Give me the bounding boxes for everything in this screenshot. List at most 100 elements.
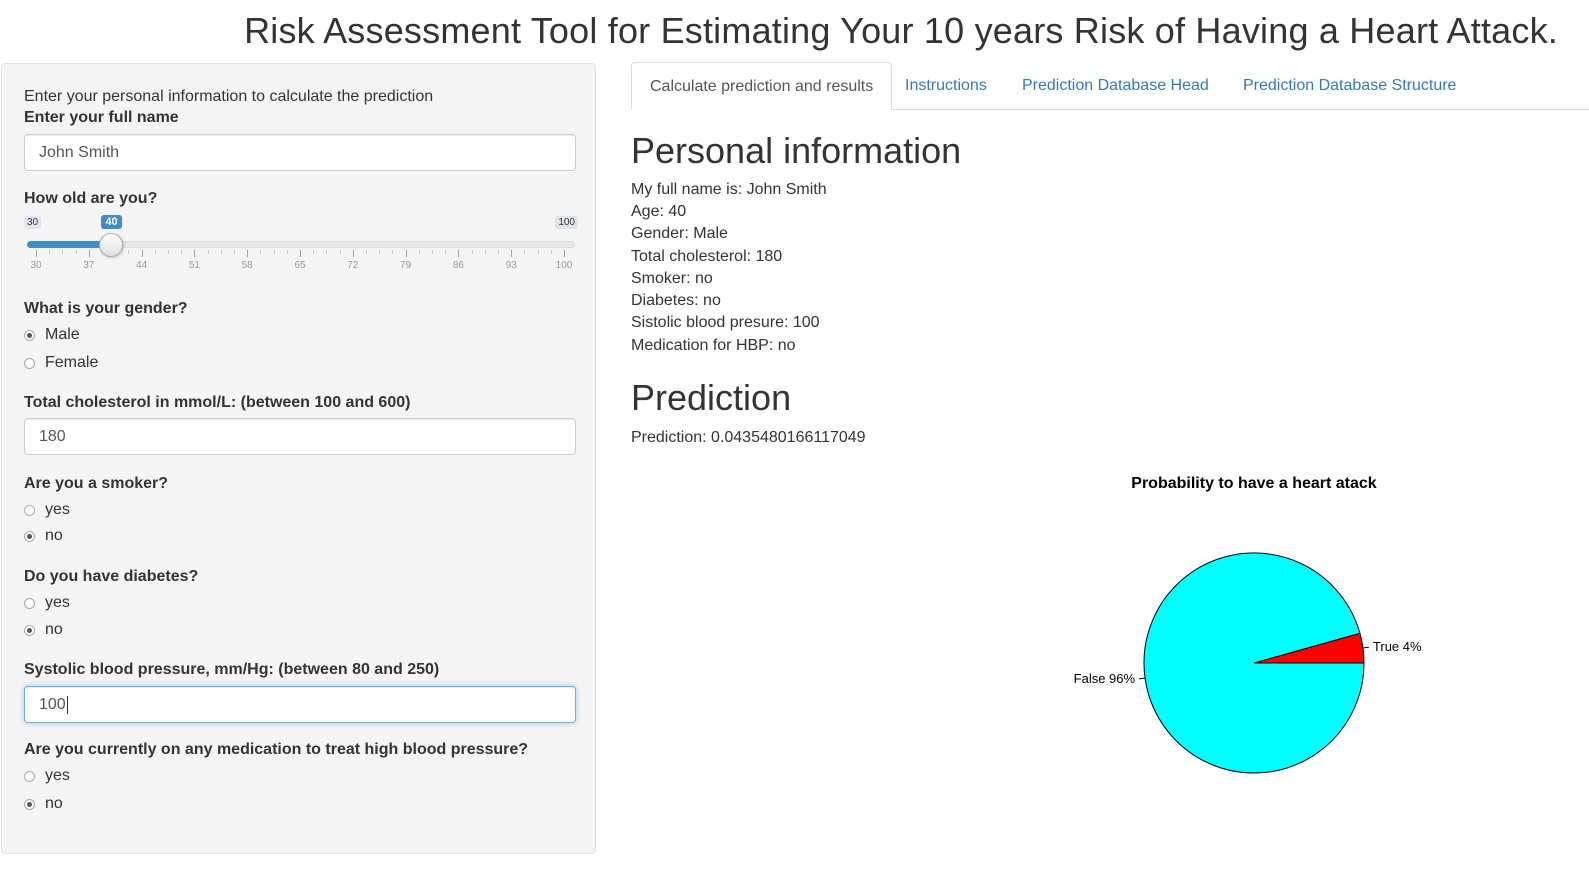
medication-option-no[interactable]: no — [24, 793, 63, 815]
slider-tick — [194, 250, 196, 257]
diabetes-option-no[interactable]: no — [24, 619, 63, 641]
medication-option-label: yes — [45, 767, 70, 784]
slider-tick-label: 93 — [505, 260, 517, 271]
radio-button[interactable] — [24, 597, 35, 609]
diabetes-label: Do you have diabetes? — [24, 568, 199, 585]
slider-tick — [405, 250, 407, 257]
slider-value-label: 40 — [101, 215, 122, 229]
pie-label-leader — [1362, 646, 1369, 649]
slider-tick-label: 79 — [400, 260, 412, 271]
diabetes-option-label: no — [45, 621, 63, 638]
gender-option-male[interactable]: Male — [24, 324, 80, 346]
slider-minor-tick — [75, 250, 77, 254]
slider-handle[interactable] — [99, 233, 124, 257]
slider-tick-label: 30 — [30, 260, 42, 271]
pie-label-leader — [1139, 677, 1146, 680]
age-label: How old are you? — [24, 190, 158, 207]
slider-minor-tick — [326, 250, 328, 254]
radio-button[interactable] — [24, 329, 35, 341]
blood-pressure-input-value: 100 — [39, 696, 66, 713]
slider-tick — [247, 250, 249, 257]
slider-minor-tick — [537, 250, 539, 254]
slider-tick — [511, 250, 513, 257]
smoker-option-label: yes — [45, 501, 70, 518]
text-caret — [66, 695, 68, 714]
gender-option-label: Female — [45, 354, 99, 371]
slider-minor-tick — [128, 250, 130, 254]
tab-instructions[interactable]: Instructions — [905, 77, 987, 94]
sidebar-intro: Enter your personal information to calcu… — [24, 88, 434, 105]
chart-title: Probability to have a heart atack — [1131, 475, 1377, 492]
slider-minor-tick — [445, 250, 447, 254]
pie-slice-label: True 4% — [1373, 639, 1422, 654]
name-label: Enter your full name — [24, 109, 179, 126]
radio-button[interactable] — [24, 770, 35, 782]
slider-minor-tick — [168, 250, 169, 254]
slider-minor-tick — [471, 250, 473, 254]
slider-minor-tick — [181, 250, 183, 254]
slider-tick — [564, 250, 565, 257]
diabetes-option-yes[interactable]: yes — [24, 592, 70, 614]
name-input-value: John Smith — [39, 144, 120, 161]
tab-database-head[interactable]: Prediction Database Head — [1022, 77, 1209, 94]
smoker-label: Are you a smoker? — [24, 475, 169, 492]
slider-minor-tick — [220, 250, 222, 254]
slider-tick-label: 65 — [294, 260, 306, 271]
info-line-cholesterol: Total cholesterol: 180 — [631, 248, 783, 265]
slider-minor-tick — [379, 250, 381, 254]
info-line-smoker: Smoker: no — [631, 270, 713, 287]
slider-minor-tick — [432, 250, 433, 254]
info-line-gender: Gender: Male — [631, 225, 728, 242]
slider-minor-tick — [286, 250, 288, 254]
medication-option-label: no — [45, 795, 63, 812]
slider-minor-tick — [550, 250, 552, 254]
slider-minor-tick — [313, 250, 315, 254]
gender-option-label: Male — [45, 326, 80, 343]
smoker-option-label: no — [45, 527, 63, 544]
info-line-diabetes: Diabetes: no — [631, 292, 721, 309]
gender-option-female[interactable]: Female — [24, 352, 98, 374]
cholesterol-label: Total cholesterol in mmol/L: (between 10… — [24, 394, 411, 411]
radio-button[interactable] — [24, 504, 35, 516]
slider-minor-tick — [62, 250, 64, 254]
slider-tick-label: 44 — [136, 260, 148, 271]
radio-button[interactable] — [24, 357, 35, 369]
smoker-option-no[interactable]: no — [24, 525, 63, 547]
name-input[interactable]: John Smith — [24, 134, 576, 171]
input-sidebar: Enter your personal information to calcu… — [1, 63, 596, 854]
smoker-option-yes[interactable]: yes — [24, 499, 70, 521]
tab-database-structure[interactable]: Prediction Database Structure — [1243, 77, 1457, 94]
medication-option-yes[interactable]: yes — [24, 765, 70, 787]
slider-tick — [300, 250, 301, 257]
cholesterol-input[interactable]: 180 — [24, 418, 576, 455]
medication-label: Are you currently on any medication to t… — [24, 741, 529, 758]
radio-button[interactable] — [24, 798, 35, 810]
prediction-value: Prediction: 0.0435480166117049 — [631, 429, 866, 446]
prediction-heading: Prediction — [631, 377, 792, 418]
slider-minor-tick — [273, 250, 275, 254]
pie-chart-svg: Probability to have a heart atack True 4%… — [1074, 475, 1422, 774]
info-line-blood-pressure: Sistolic blood presure: 100 — [631, 314, 820, 331]
slider-min-label: 30 — [24, 216, 42, 229]
slider-tick — [352, 250, 354, 257]
slider-minor-tick — [418, 250, 420, 254]
slider-minor-tick — [154, 250, 156, 254]
radio-button[interactable] — [24, 624, 35, 636]
slider-max-label: 100 — [555, 216, 578, 229]
slider-tick-label: 86 — [452, 260, 464, 271]
radio-button[interactable] — [24, 530, 35, 542]
cholesterol-input-value: 180 — [39, 428, 66, 445]
slider-tick — [36, 250, 37, 257]
slider-tick-label: 58 — [241, 260, 253, 271]
slider-minor-tick — [498, 250, 499, 254]
slider-tick — [458, 250, 460, 257]
slider-minor-tick — [339, 250, 341, 254]
slider-minor-tick — [207, 250, 209, 254]
age-slider[interactable]: 30 100 40 30 37 44 51 58 65 72 79 86 93 100 — [24, 214, 578, 284]
blood-pressure-input[interactable]: 100 — [24, 686, 576, 723]
app-title: Risk Assessment Tool for Estimating Your… — [244, 10, 1558, 51]
slider-minor-tick — [392, 250, 394, 254]
tab-calculate-prediction[interactable]: Calculate prediction and results — [631, 62, 893, 110]
slider-tick-label: 51 — [188, 260, 200, 271]
main-tabs: Calculate prediction and results Instruc… — [631, 62, 1589, 110]
